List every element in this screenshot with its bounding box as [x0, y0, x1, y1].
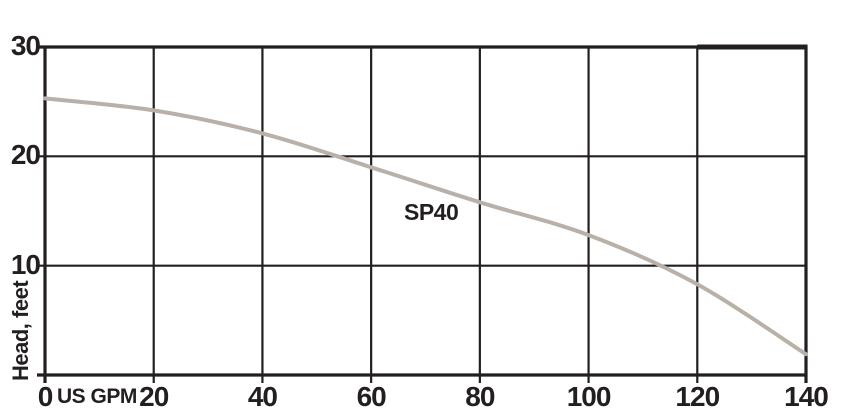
x-tick-label: 120	[675, 381, 720, 412]
y-tick-label: 30	[10, 30, 41, 61]
x-tick-label: 60	[356, 381, 387, 412]
x-tick-label: 100	[566, 381, 612, 412]
pump-curve-SP40	[43, 96, 808, 357]
series-label-sp40: SP40	[404, 199, 459, 225]
x-tick-label: 140	[784, 381, 829, 412]
x-axis-title: US GPM	[57, 385, 137, 408]
y-tick-label: 20	[10, 139, 41, 171]
y-axis-title: Head, feet	[8, 280, 33, 381]
x-tick-label: 20	[139, 381, 169, 412]
x-tick-label: 0	[37, 381, 54, 412]
y-tick-label: 10	[10, 248, 41, 280]
x-tick-label: 40	[247, 381, 278, 412]
x-tick-label: 80	[465, 381, 495, 412]
